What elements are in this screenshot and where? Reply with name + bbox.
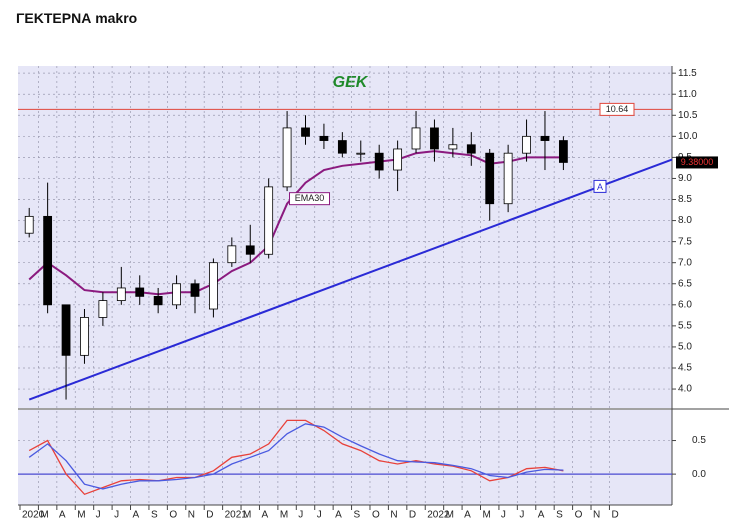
y-tick-label: 10.0 [678,131,698,142]
candle-body [522,135,531,154]
candle-body [356,152,366,155]
x-tick-label: D [206,510,213,521]
y-tick-label: 10.5 [678,110,698,121]
chart-title: GEK [333,74,369,91]
last-price-label: 9.38000 [681,157,714,167]
x-tick-label: O [575,510,583,521]
candle-body [135,287,145,297]
x-tick-label: A [335,510,342,521]
page-title: ΓΕΚΤΕΡΝΑ makro [16,10,138,26]
candle-body [485,152,495,205]
candle-body [337,140,347,154]
y-tick-label: 11.5 [678,68,697,79]
x-tick-label: D [611,510,618,521]
candle-body [430,127,439,150]
candle-body [448,144,458,150]
x-tick-label: S [354,510,361,521]
candle-body [43,215,53,306]
x-tick-label: A [538,510,545,521]
candle-body [98,300,108,318]
x-tick-label: J [298,510,303,521]
x-tick-label: J [114,510,119,521]
x-tick-label: N [390,510,397,521]
x-tick-label: D [409,510,416,521]
x-tick-label: M [243,510,251,521]
x-tick-label: M [483,510,491,521]
y-tick-label: 6.0 [678,299,692,310]
price-panel [18,66,672,408]
ema-label-box [289,192,331,206]
x-tick-label: N [593,510,600,521]
candle-body [80,317,89,356]
x-tick-label: M [77,510,85,521]
x-tick-label: 2021 [225,510,248,521]
resistance-label: 10.64 [606,104,629,114]
y-tick-label: 8.0 [678,215,692,226]
y-tick-label: 7.0 [678,257,692,268]
x-tick-label: M [446,510,454,521]
ema-label: EMA30 [295,193,325,203]
x-tick-label: A [133,510,140,521]
trendline-label: A [597,182,603,192]
candle-body [282,127,292,188]
y-tick-label: 11.0 [678,89,697,100]
x-tick-label: 2020 [22,510,45,521]
macd-line [28,419,564,496]
candle-body [61,304,71,356]
candle-body [319,135,329,141]
y-tick-label: 8.5 [678,194,692,205]
y-tick-label: 5.5 [678,321,692,332]
trendline [28,158,673,401]
y-tick-label: 4.5 [678,363,692,374]
candle-body [190,283,200,297]
x-tick-label: M [40,510,48,521]
x-tick-label: J [519,510,524,521]
candle-body [540,135,550,141]
candle-body [172,283,181,306]
candle-body [558,140,568,163]
x-tick-label: J [501,510,506,521]
trendline-label-box [593,179,607,193]
candle-body [301,127,310,137]
candle-body [24,215,34,234]
x-tick-label: J [317,510,322,521]
x-tick-label: J [96,510,101,521]
candle-body [209,262,218,310]
x-tick-label: 2022 [427,510,450,521]
candle-body [393,148,403,171]
x-tick-label: A [464,510,471,521]
resistance-label-box [599,102,635,116]
macd-line [28,423,564,490]
x-tick-label: O [372,510,380,521]
y-tick-label: 0.0 [692,469,706,480]
macd-panel [18,410,672,505]
candle-body [466,144,476,154]
y-tick-label: 4.0 [678,384,692,395]
candle-body [411,127,421,150]
y-tick-label: 7.5 [678,236,692,247]
x-tick-label: M [280,510,288,521]
y-tick-label: 6.5 [678,278,692,289]
candle-body [264,186,274,255]
last-price-box [676,156,718,169]
candle-body [116,287,126,301]
x-tick-label: S [151,510,158,521]
y-tick-label: 0.5 [692,435,706,446]
x-tick-label: S [556,510,563,521]
candle-body [503,152,513,205]
y-tick-label: 5.0 [678,342,692,353]
x-tick-label: A [59,510,66,521]
candle-body [153,295,163,306]
x-tick-label: O [169,510,177,521]
candle-body [245,245,255,255]
candle-body [227,245,237,264]
y-tick-label: 9.0 [678,173,692,184]
candle-body [374,152,384,171]
x-tick-label: A [261,510,268,521]
x-tick-label: N [188,510,195,521]
